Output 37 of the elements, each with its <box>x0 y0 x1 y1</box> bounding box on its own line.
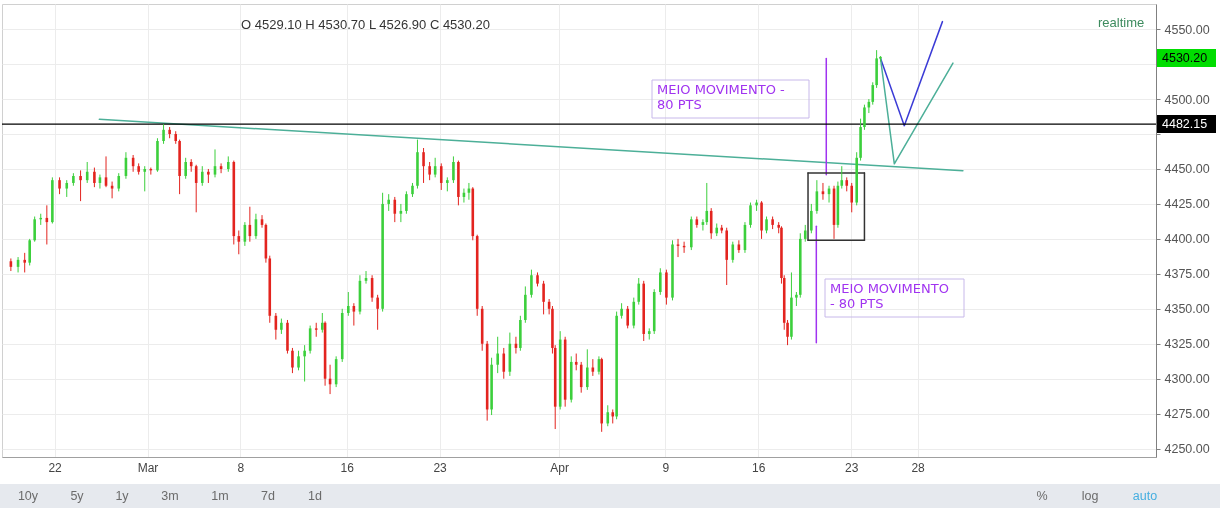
x-tick-label: 23 <box>844 460 859 475</box>
annotation: realtime <box>1098 15 1145 30</box>
x-tick-label: 16 <box>340 460 355 475</box>
text: 7d <box>261 489 275 503</box>
text: 1m <box>211 489 229 503</box>
ref-line-label: 4482.15 <box>1162 117 1208 132</box>
y-tick-label: 4300.00 <box>1164 372 1210 387</box>
y-tick-label: 4275.00 <box>1164 407 1210 422</box>
x-tick-label: 16 <box>752 460 766 475</box>
text: 5y <box>70 489 85 503</box>
text: 1y <box>115 489 130 503</box>
y-tick-label: 4400.00 <box>1164 232 1210 247</box>
x-tick-label: 22 <box>48 460 63 475</box>
text: 1d <box>308 489 322 503</box>
y-tick-label: 4550.00 <box>1164 22 1210 37</box>
text: auto <box>1132 489 1158 503</box>
y-tick-label: 4350.00 <box>1164 302 1210 317</box>
text: 10y <box>17 489 39 503</box>
y-tick-label: 4450.00 <box>1164 162 1210 177</box>
annotation: O 4529.10 H 4530.70 L 4526.90 C 4530.20 <box>241 17 490 32</box>
x-tick-label: 28 <box>911 460 926 475</box>
annotation: MEIO MOVIMENTO - 80 PTS <box>657 82 786 112</box>
x-tick-label: Apr <box>550 460 569 475</box>
y-tick-label: 4325.00 <box>1164 337 1210 352</box>
text: log <box>1081 489 1099 503</box>
annotation: MEIO MOVIMENTO - 80 PTS <box>830 281 949 311</box>
x-tick-label: 9 <box>662 460 670 475</box>
x-tick-label: 8 <box>237 460 245 475</box>
text: 3m <box>161 489 179 503</box>
text: % <box>1036 489 1048 503</box>
x-tick-label: Mar <box>137 460 159 475</box>
y-tick-label: 4375.00 <box>1164 267 1210 282</box>
text: 4530.20 <box>1162 51 1208 65</box>
x-tick-label: 23 <box>433 460 448 475</box>
y-tick-label: 4425.00 <box>1164 197 1210 212</box>
y-tick-label: 4500.00 <box>1164 92 1210 107</box>
y-tick-label: 4250.00 <box>1164 442 1210 457</box>
